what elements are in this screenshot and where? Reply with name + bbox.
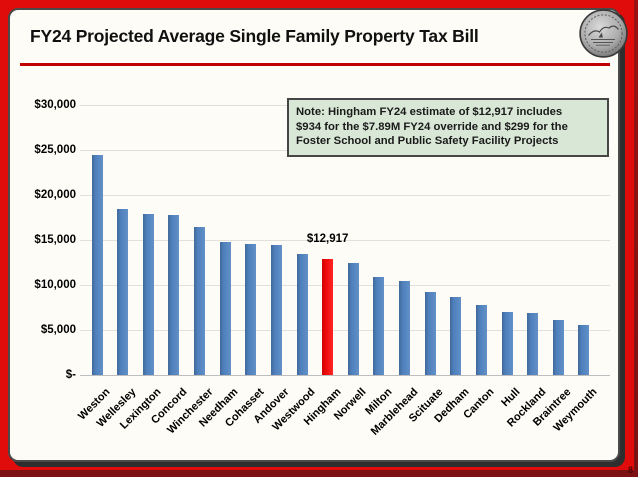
bar-weston [91, 155, 103, 375]
bar-cohasset [245, 243, 257, 375]
bar-rockland [527, 312, 539, 375]
slide-panel [8, 8, 620, 462]
bar-milton [373, 276, 385, 375]
gridline [80, 285, 610, 286]
y-tick-label: $30,000 [34, 99, 76, 111]
y-tick-label: $20,000 [34, 189, 76, 201]
y-tick-label: $- [65, 369, 76, 381]
bar-canton [475, 304, 487, 375]
title-divider [20, 63, 610, 66]
y-tick-label: $10,000 [34, 279, 76, 291]
bar-concord [168, 214, 180, 375]
gridline [80, 330, 610, 331]
gridline [80, 195, 610, 196]
bar-westwood [296, 253, 308, 375]
bar-weymouth [578, 324, 590, 375]
bar-lexington [142, 213, 154, 375]
bar-dedham [450, 296, 462, 375]
note-box: Note: Hingham FY24 estimate of $12,917 i… [287, 98, 609, 157]
y-tick-label: $25,000 [34, 144, 76, 156]
slide-number: 8 [627, 465, 633, 475]
bar-winchester [194, 226, 206, 375]
frame-bottom-edge [0, 470, 638, 477]
y-tick-label: $15,000 [34, 234, 76, 246]
bar-scituate [424, 292, 436, 375]
bar-andover [270, 245, 282, 375]
town-seal-icon [579, 9, 628, 58]
bar-hull [501, 312, 513, 375]
y-tick-label: $5,000 [40, 324, 76, 336]
bar-norwell [347, 263, 359, 375]
bar-braintree [552, 320, 564, 375]
note-line: $934 for the $7.89M FY24 override and $2… [296, 120, 568, 133]
frame-right-edge [634, 0, 638, 477]
highlight-value-label: $12,917 [306, 232, 349, 245]
page-title: FY24 Projected Average Single Family Pro… [30, 26, 479, 46]
gridline [80, 240, 610, 241]
bar-needham [219, 241, 231, 375]
note-line: Foster School and Public Safety Facility… [296, 135, 559, 147]
bar-marblehead [399, 281, 411, 375]
bar-hingham [322, 258, 334, 375]
note-line: Note: Hingham FY24 estimate of $12,917 i… [296, 106, 563, 118]
x-axis-line [80, 375, 610, 376]
bar-wellesley [117, 208, 129, 375]
